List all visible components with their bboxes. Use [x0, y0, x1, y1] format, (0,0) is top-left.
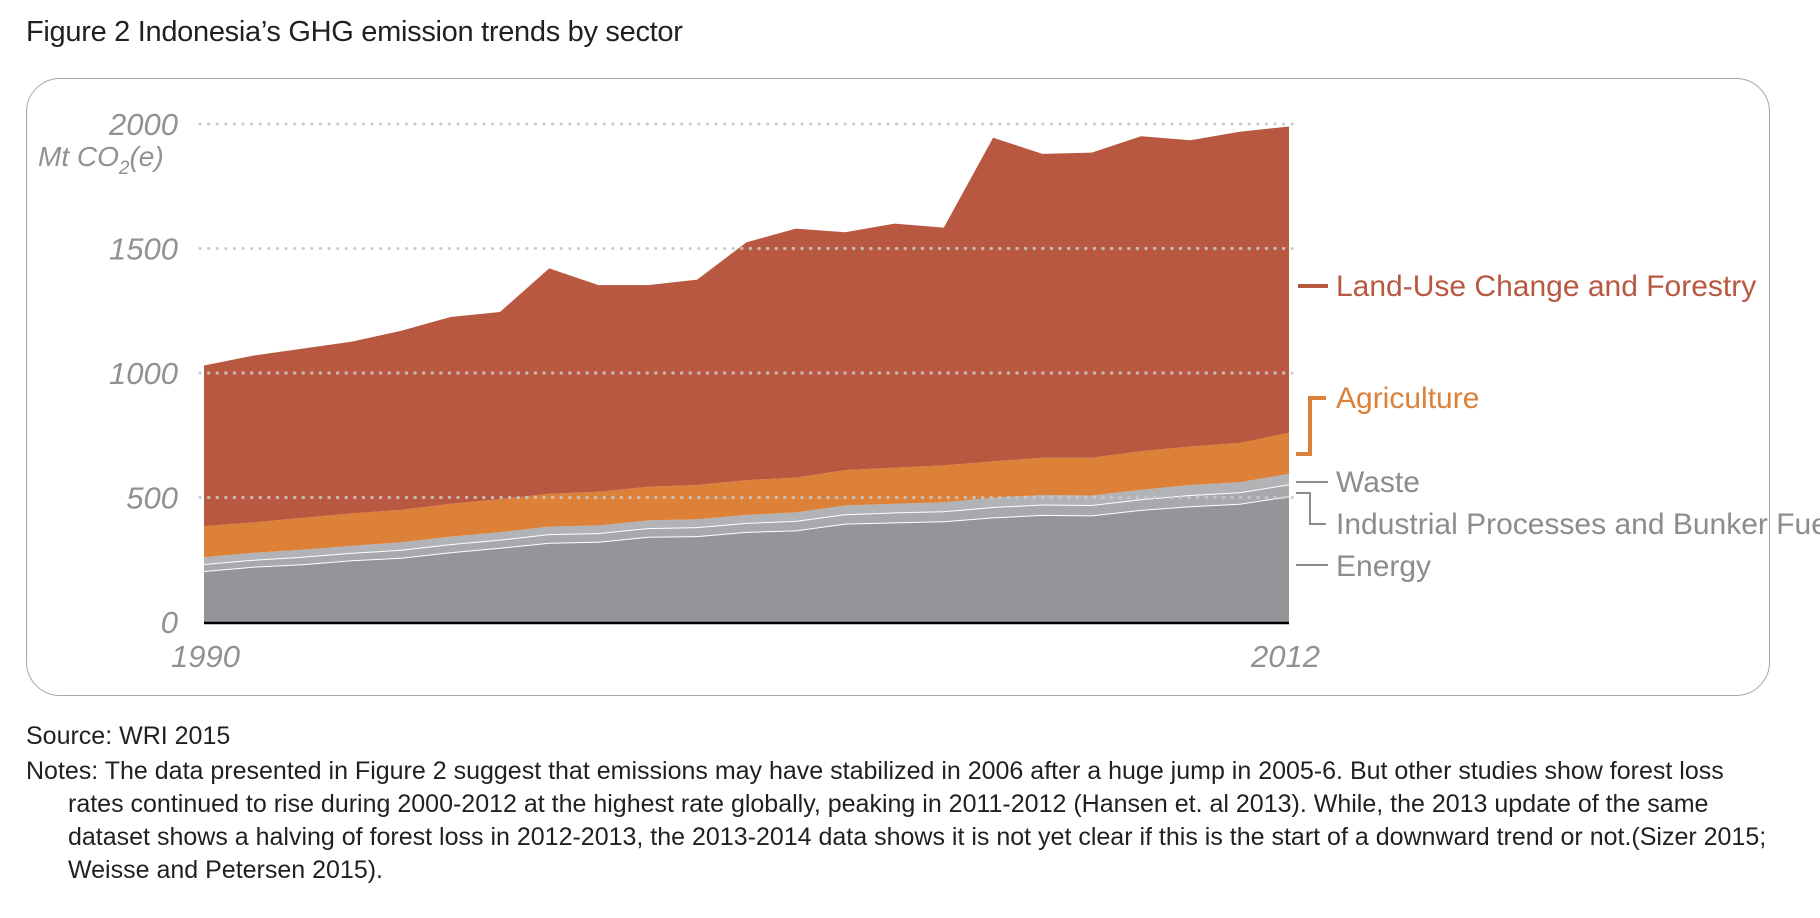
legend-label-waste: Waste: [1336, 466, 1420, 499]
y-tick-label: 500: [126, 481, 178, 516]
y-tick-label: 0: [161, 605, 178, 640]
area-lucf: [204, 126, 1289, 527]
y-tick-label: 1000: [109, 356, 178, 391]
y-unit-label: Mt CO2(e): [38, 141, 164, 179]
y-tick-label: 1500: [109, 232, 178, 267]
area-agriculture: [204, 432, 1289, 558]
stacked-area-chart: 0 500 1000 1500 2000 1990 2012 Mt CO2(e) Land-…: [38, 107, 1820, 674]
axes: 0 500 1000 1500 2000 1990 2012: [108, 107, 1320, 674]
chart-frame: [26, 78, 1770, 696]
notes-text: Notes: The data presented in Figure 2 su…: [26, 757, 1767, 884]
legend-bracket-industrial: [1296, 492, 1326, 525]
legend: Land-Use Change and Forestry Agriculture W…: [1296, 270, 1820, 583]
x-tick-label: 1990: [171, 639, 240, 674]
legend-label-agriculture: Agriculture: [1336, 382, 1479, 415]
figure-title: Figure 2 Indonesia’s GHG emission trends…: [26, 16, 683, 48]
legend-label-lucf: Land-Use Change and Forestry: [1336, 270, 1756, 303]
legend-bracket-agriculture: [1296, 396, 1326, 456]
source-text: Source: WRI 2015: [26, 722, 231, 750]
y-tick-label: 2000: [108, 107, 178, 142]
x-tick-label: 2012: [1250, 639, 1320, 674]
legend-label-energy: Energy: [1336, 550, 1431, 583]
area-series: [203, 126, 1290, 622]
legend-label-industrial: Industrial Processes and Bunker Fuels: [1336, 508, 1820, 541]
area-waste: [204, 473, 1289, 564]
area-energy: [204, 496, 1289, 622]
gridlines-overlay: [198, 122, 1297, 500]
